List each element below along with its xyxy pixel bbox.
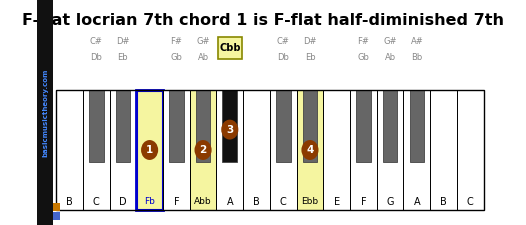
Bar bbox=[56, 90, 83, 210]
Text: F-flat locrian 7th chord 1 is F-flat half-diminished 7th: F-flat locrian 7th chord 1 is F-flat hal… bbox=[22, 13, 504, 28]
Circle shape bbox=[301, 140, 319, 160]
Bar bbox=[196, 90, 210, 162]
Bar bbox=[430, 90, 457, 210]
Bar bbox=[116, 90, 130, 162]
Bar bbox=[137, 90, 163, 209]
Text: F#: F# bbox=[358, 38, 369, 47]
Bar bbox=[54, 203, 60, 211]
Bar bbox=[457, 90, 484, 210]
Text: F: F bbox=[361, 197, 366, 207]
Text: G#: G# bbox=[196, 38, 210, 47]
Text: 3: 3 bbox=[226, 125, 234, 135]
Text: A: A bbox=[227, 197, 233, 207]
Bar bbox=[89, 90, 104, 162]
Bar bbox=[270, 90, 297, 210]
Bar bbox=[109, 90, 136, 210]
Bar bbox=[56, 90, 484, 210]
Bar bbox=[190, 90, 216, 210]
Text: G: G bbox=[387, 197, 394, 207]
Text: B: B bbox=[440, 197, 447, 207]
Text: Eb: Eb bbox=[118, 54, 128, 63]
Text: Cbb: Cbb bbox=[219, 43, 240, 53]
Bar bbox=[218, 37, 242, 59]
Bar bbox=[377, 90, 403, 210]
Bar bbox=[350, 90, 377, 210]
Circle shape bbox=[141, 140, 158, 160]
Bar bbox=[54, 212, 60, 220]
Text: C: C bbox=[93, 197, 99, 207]
Text: Fb: Fb bbox=[144, 198, 155, 207]
Bar bbox=[243, 90, 270, 210]
Bar bbox=[297, 90, 323, 210]
Bar bbox=[323, 90, 350, 210]
Bar bbox=[410, 90, 424, 162]
Text: 4: 4 bbox=[306, 145, 313, 155]
Text: Ab: Ab bbox=[197, 54, 209, 63]
Text: F#: F# bbox=[170, 38, 183, 47]
Text: B: B bbox=[253, 197, 260, 207]
Text: Ab: Ab bbox=[385, 54, 396, 63]
Text: Db: Db bbox=[90, 54, 102, 63]
Text: Eb: Eb bbox=[305, 54, 315, 63]
Text: B: B bbox=[66, 197, 73, 207]
Text: D#: D# bbox=[116, 38, 129, 47]
Bar bbox=[356, 90, 371, 162]
Bar bbox=[163, 90, 190, 210]
Text: D: D bbox=[119, 197, 127, 207]
Text: Abb: Abb bbox=[194, 198, 212, 207]
Text: A: A bbox=[413, 197, 420, 207]
Bar bbox=[222, 90, 237, 162]
Bar bbox=[383, 90, 398, 162]
Text: Db: Db bbox=[277, 54, 289, 63]
Text: D#: D# bbox=[303, 38, 317, 47]
Bar bbox=[276, 90, 290, 162]
Text: C#: C# bbox=[90, 38, 103, 47]
Circle shape bbox=[221, 120, 238, 140]
Bar bbox=[169, 90, 184, 162]
Text: basicmusictheory.com: basicmusictheory.com bbox=[42, 68, 48, 157]
Text: C#: C# bbox=[277, 38, 290, 47]
Text: Ebb: Ebb bbox=[301, 198, 319, 207]
Bar bbox=[216, 90, 243, 210]
Text: 2: 2 bbox=[199, 145, 207, 155]
Bar bbox=[403, 90, 430, 210]
Bar bbox=[302, 90, 317, 162]
Text: 1: 1 bbox=[146, 145, 153, 155]
Text: G#: G# bbox=[383, 38, 397, 47]
Text: A#: A# bbox=[410, 38, 423, 47]
Circle shape bbox=[195, 140, 211, 160]
Text: F: F bbox=[174, 197, 179, 207]
Bar bbox=[136, 90, 163, 210]
Text: Gb: Gb bbox=[170, 54, 183, 63]
Bar bbox=[37, 0, 53, 225]
Text: E: E bbox=[333, 197, 340, 207]
Text: Bb: Bb bbox=[411, 54, 422, 63]
Bar bbox=[83, 90, 109, 210]
Text: Gb: Gb bbox=[358, 54, 369, 63]
Text: C: C bbox=[280, 197, 287, 207]
Text: C: C bbox=[467, 197, 474, 207]
